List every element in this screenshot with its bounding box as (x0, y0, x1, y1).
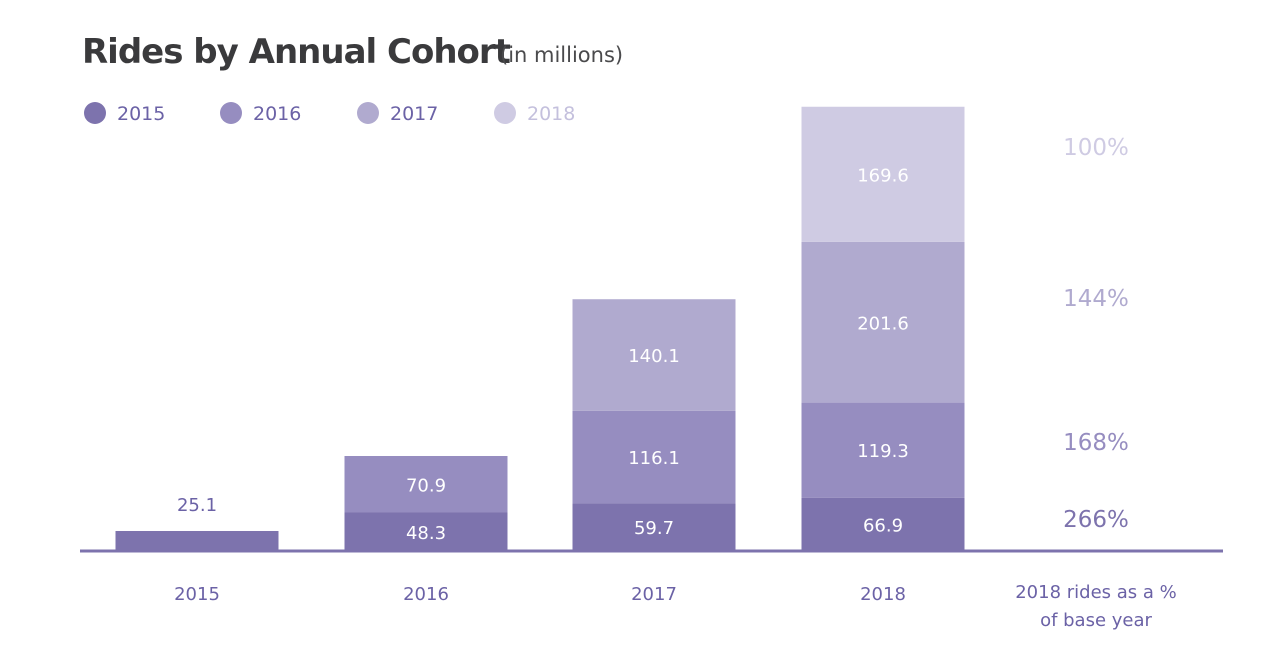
legend-label-2016: 2016 (253, 103, 301, 125)
data-label-2018-cohort-2017: 201.6 (857, 313, 909, 334)
bar-2018-cohort-2016 (801, 402, 965, 498)
percent-label-cohort-2016: 168% (1063, 430, 1129, 456)
bar-2016-cohort-2015 (344, 512, 508, 551)
bar-2017-cohort-2016 (572, 410, 736, 504)
legend: 2015 2016 2017 2018 (84, 102, 575, 125)
data-label-2016-cohort-2015: 48.3 (406, 523, 446, 544)
percent-column-header-line1: 2018 rides as a % (1015, 582, 1177, 603)
bar-2018-cohort-2015 (801, 497, 965, 551)
x-tick-2016: 2016 (403, 584, 449, 605)
bar-2018-cohort-2017 (801, 241, 965, 403)
legend-label-2015: 2015 (117, 103, 165, 125)
percent-column-header-line2: of base year (1040, 610, 1152, 631)
data-label-2018-cohort-2016: 119.3 (857, 441, 909, 462)
bar-2017-cohort-2015 (572, 503, 736, 551)
legend-swatch-2015 (84, 102, 106, 124)
legend-label-2018: 2018 (527, 103, 575, 125)
percent-label-cohort-2015: 266% (1063, 507, 1129, 533)
percent-label-cohort-2018: 100% (1063, 135, 1129, 161)
bar-2017-cohort-2017 (572, 299, 736, 411)
bar-2018-cohort-2018 (801, 106, 965, 242)
percent-of-base-year-column: 100% 144% 168% 266% 2018 rides as a % of base… (1015, 135, 1177, 631)
data-label-2018-cohort-2015: 66.9 (863, 515, 903, 536)
data-label-2016-cohort-2016: 70.9 (406, 475, 446, 496)
bar-2016-cohort-2016 (344, 455, 508, 513)
legend-swatch-2018 (494, 102, 516, 124)
bars-group: 25.1 48.3 70.9 59.7 116.1 140.1 66.9 119.3 201.6… (115, 106, 965, 551)
x-tick-2015: 2015 (174, 584, 220, 605)
x-tick-2018: 2018 (860, 584, 906, 605)
data-label-2015-cohort-2015: 25.1 (177, 495, 217, 516)
percent-label-cohort-2017: 144% (1063, 286, 1129, 312)
bar-2015-cohort-2015 (115, 530, 279, 551)
data-label-2017-cohort-2015: 59.7 (634, 518, 674, 539)
data-label-2018-cohort-2018: 169.6 (857, 165, 909, 186)
chart-subtitle: (in millions) (500, 43, 623, 67)
x-tick-2017: 2017 (631, 584, 677, 605)
chart-title: Rides by Annual Cohort (82, 32, 511, 72)
data-label-2017-cohort-2017: 140.1 (628, 346, 680, 367)
x-tick-labels: 2015 2016 2017 2018 (174, 584, 906, 605)
legend-label-2017: 2017 (390, 103, 438, 125)
data-label-2017-cohort-2016: 116.1 (628, 448, 680, 469)
legend-swatch-2017 (357, 102, 379, 124)
legend-swatch-2016 (220, 102, 242, 124)
